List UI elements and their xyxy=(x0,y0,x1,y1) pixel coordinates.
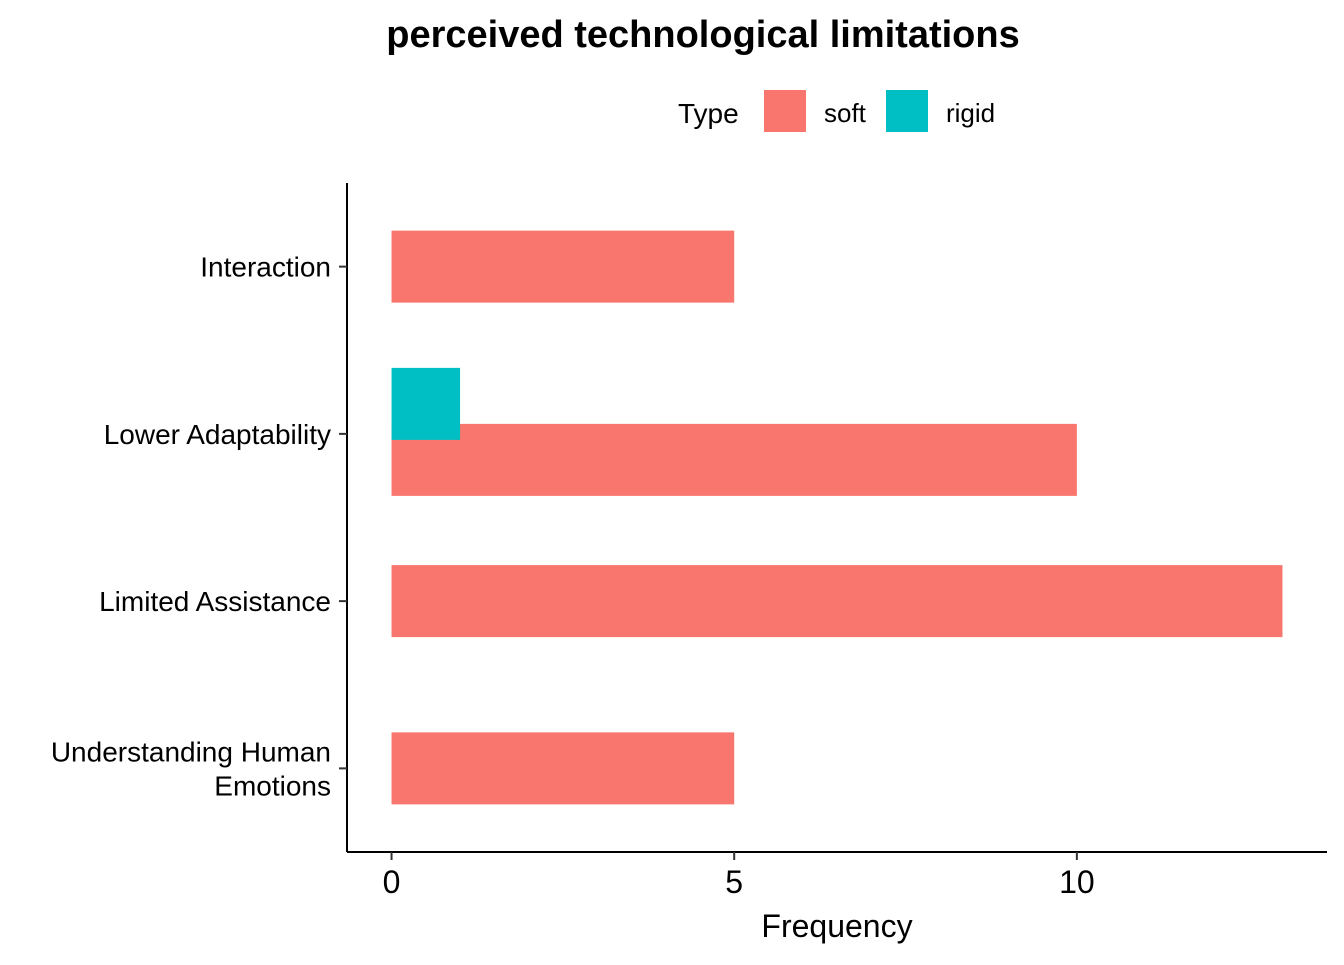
y-tick-label: Understanding Human xyxy=(51,736,331,767)
bars-group xyxy=(391,230,1283,805)
x-tick-label: 10 xyxy=(1059,864,1095,900)
bar-soft-0 xyxy=(391,230,735,303)
legend-label-rigid: rigid xyxy=(946,98,995,128)
y-tick-label: Emotions xyxy=(214,770,331,801)
x-tick-label: 0 xyxy=(383,864,401,900)
x-axis-title: Frequency xyxy=(761,908,912,944)
legend-label-soft: soft xyxy=(824,98,867,128)
chart-title: perceived technological limitations xyxy=(386,14,1020,56)
bar-soft-2 xyxy=(391,565,1283,638)
legend: soft rigid xyxy=(764,90,995,132)
y-tick-label: Limited Assistance xyxy=(99,586,331,617)
y-tick-label: Interaction xyxy=(200,252,331,283)
y-tick-label: Lower Adaptability xyxy=(104,419,331,450)
x-tick-label: 5 xyxy=(725,864,743,900)
x-axis-labels: 0 5 10 xyxy=(383,864,1095,900)
legend-key-soft xyxy=(764,90,806,132)
legend-title: Type xyxy=(678,98,739,129)
bar-soft-1 xyxy=(391,423,1077,496)
axes-group xyxy=(339,183,1327,860)
y-axis-labels: Interaction Lower Adaptability Limited Ass… xyxy=(51,252,331,802)
legend-key-rigid xyxy=(886,90,928,132)
bar-soft-3 xyxy=(391,732,735,805)
bar-rigid-1 xyxy=(391,367,461,440)
